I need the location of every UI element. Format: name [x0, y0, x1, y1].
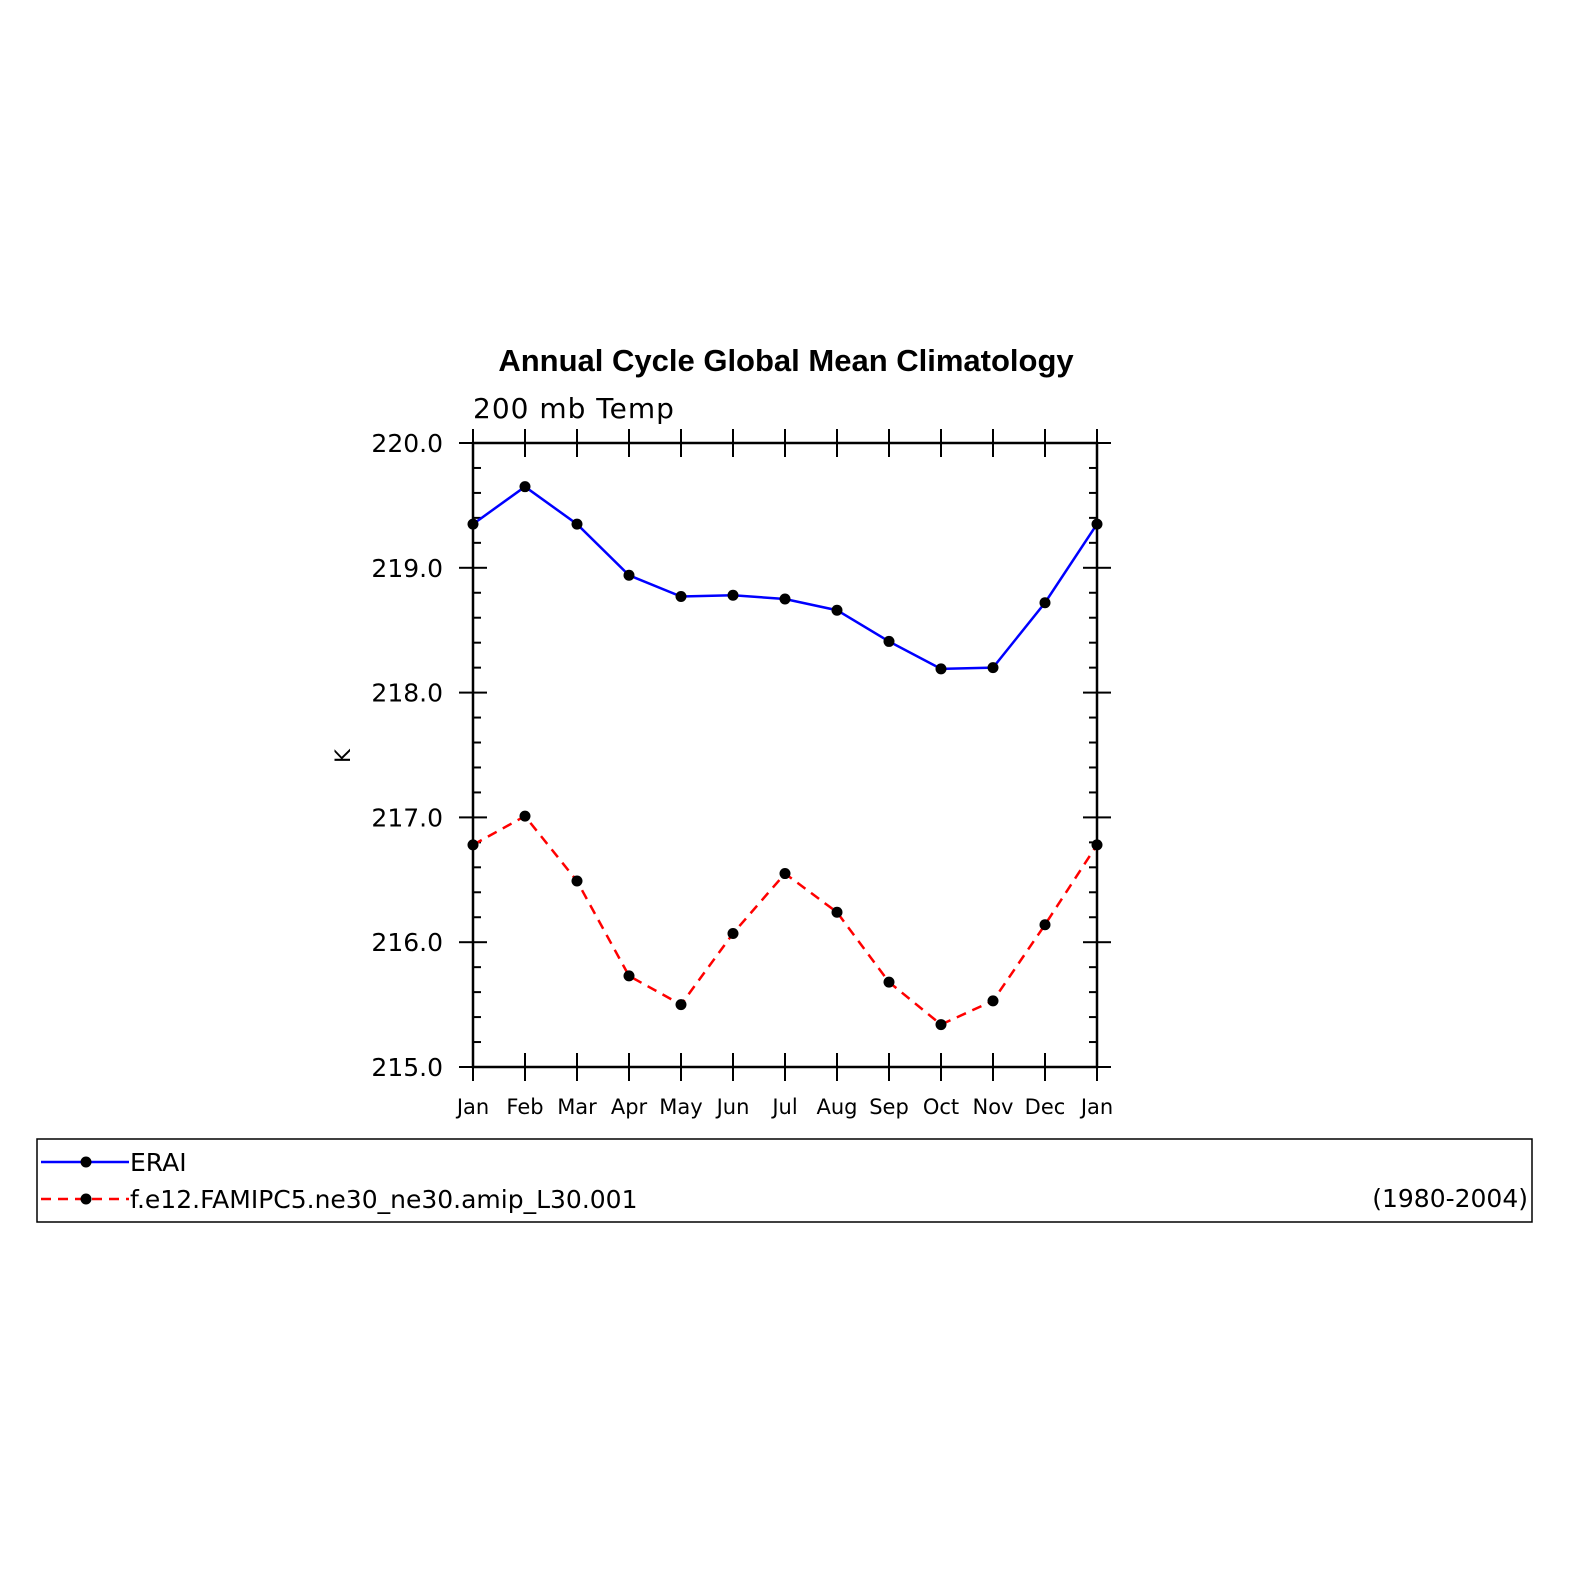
plot-frame — [471, 441, 1099, 1069]
legend-items: ERAI f.e12.FAMIPC5.ne30_ne30.amip_L30.001 — [41, 1148, 638, 1214]
series-2-point — [519, 810, 531, 822]
x-tick-label: Jul — [770, 1095, 797, 1119]
series-1-point — [935, 663, 947, 675]
series-layer — [467, 481, 1103, 1031]
legend-marker-2 — [80, 1193, 92, 1205]
y-tick-label: 218.0 — [371, 679, 443, 708]
series-2-point — [831, 906, 843, 918]
series-2-point — [623, 970, 635, 982]
x-axis-ticks: Jan Feb Mar Apr May Jun Jul Aug Sep Oct Nov Dec Jan — [455, 429, 1113, 1119]
x-tick-label: Oct — [923, 1095, 959, 1119]
x-tick-label: Feb — [506, 1095, 543, 1119]
y-axis-ticks: 215.0 216.0 217.0 218.0 219.0 220.0 — [371, 429, 1111, 1082]
series-2-point — [883, 976, 895, 988]
legend-label-2: f.e12.FAMIPC5.ne30_ne30.amip_L30.001 — [130, 1185, 638, 1214]
series-1-point — [571, 518, 583, 530]
series-2-point — [779, 868, 791, 880]
chart-title: Annual Cycle Global Mean Climatology — [498, 343, 1074, 378]
series-2-point — [1091, 839, 1103, 851]
series-1-point — [987, 662, 999, 674]
series-1-point — [675, 591, 687, 603]
legend-label-1: ERAI — [130, 1148, 187, 1177]
legend-marker-1 — [80, 1156, 92, 1168]
series-2-point — [727, 927, 739, 939]
series-1-point — [883, 635, 895, 647]
chart-subtitle: 200 mb Temp — [473, 392, 675, 425]
x-tick-label: Aug — [816, 1095, 857, 1119]
series-line-1 — [472, 485, 1099, 671]
y-tick-label: 220.0 — [371, 429, 443, 458]
x-tick-label: Mar — [557, 1095, 597, 1119]
series-1-point — [1039, 597, 1051, 609]
legend-box — [36, 1138, 1533, 1223]
x-tick-label: May — [659, 1095, 702, 1119]
series-2-point — [467, 839, 479, 851]
series-1-point — [727, 589, 739, 601]
y-tick-label: 215.0 — [371, 1053, 443, 1082]
legend: ERAI f.e12.FAMIPC5.ne30_ne30.amip_L30.001… — [36, 1138, 1533, 1223]
series-2-point — [675, 999, 687, 1011]
series-1-point — [779, 593, 791, 605]
series-1-point — [623, 569, 635, 581]
series-2-point — [935, 1019, 947, 1031]
y-axis-label: K — [331, 748, 355, 763]
y-tick-label: 219.0 — [371, 554, 443, 583]
series-1-point — [519, 481, 531, 493]
legend-annotation: (1980-2004) — [1372, 1184, 1528, 1213]
x-tick-label: Apr — [611, 1095, 648, 1119]
plot-border — [471, 441, 1099, 1069]
x-tick-label: Dec — [1025, 1095, 1066, 1119]
series-1-point — [1091, 518, 1103, 530]
series-2-point — [1039, 919, 1051, 931]
series-1-point — [831, 604, 843, 616]
y-tick-label: 216.0 — [371, 928, 443, 957]
series-line-2 — [472, 814, 1099, 1027]
series-2-point — [987, 995, 999, 1007]
series-2-point — [571, 875, 583, 887]
series-1-point — [467, 518, 479, 530]
x-tick-label: Sep — [869, 1095, 909, 1119]
x-tick-label: Nov — [973, 1095, 1014, 1119]
x-tick-label: Jun — [715, 1095, 750, 1119]
x-tick-label: Jan — [455, 1095, 489, 1119]
x-tick-label: Jan — [1079, 1095, 1113, 1119]
y-tick-label: 217.0 — [371, 803, 443, 832]
